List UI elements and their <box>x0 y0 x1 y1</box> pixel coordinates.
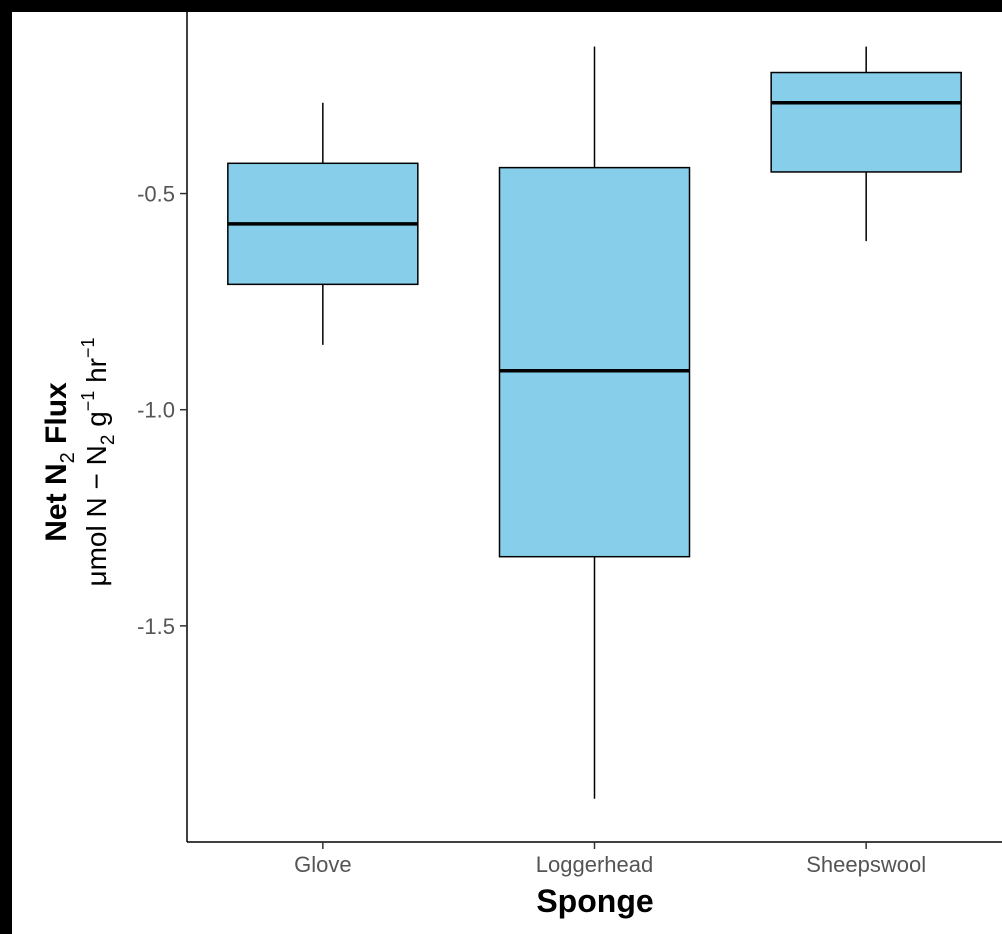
x-axis-title: Sponge <box>536 883 653 919</box>
y-tick-label: -1.5 <box>137 614 175 639</box>
y-ticks: -0.5 -1.0 -1.5 <box>137 182 187 639</box>
box-loggerhead <box>498 46 691 799</box>
y-tick-label: -1.0 <box>137 398 175 423</box>
y-axis-title-line1: Net N2 Flux <box>40 382 79 542</box>
box-sheepswool <box>770 46 962 242</box>
y-axis-title-line2: μmol N − N2 g−1 hr−1 <box>78 337 119 586</box>
x-tick-label: Loggerhead <box>536 852 653 877</box>
y-tick-label: -0.5 <box>137 182 175 207</box>
x-ticks: Glove Loggerhead Sheepswool <box>294 842 926 877</box>
y-axis-title: Net N2 Flux μmol N − N2 g−1 hr−1 <box>40 337 119 586</box>
x-tick-label: Glove <box>294 852 351 877</box>
box-glove <box>227 102 419 345</box>
box-plot: -0.5 -1.0 -1.5 Glove Loggerhead Sheepswool S… <box>40 12 1002 919</box>
x-tick-label: Sheepswool <box>806 852 926 877</box>
iqr-box <box>770 71 962 173</box>
chart-panel: -0.5 -1.0 -1.5 Glove Loggerhead Sheepswool S… <box>12 12 1002 934</box>
iqr-box <box>498 166 691 558</box>
boxes-layer <box>227 46 962 799</box>
